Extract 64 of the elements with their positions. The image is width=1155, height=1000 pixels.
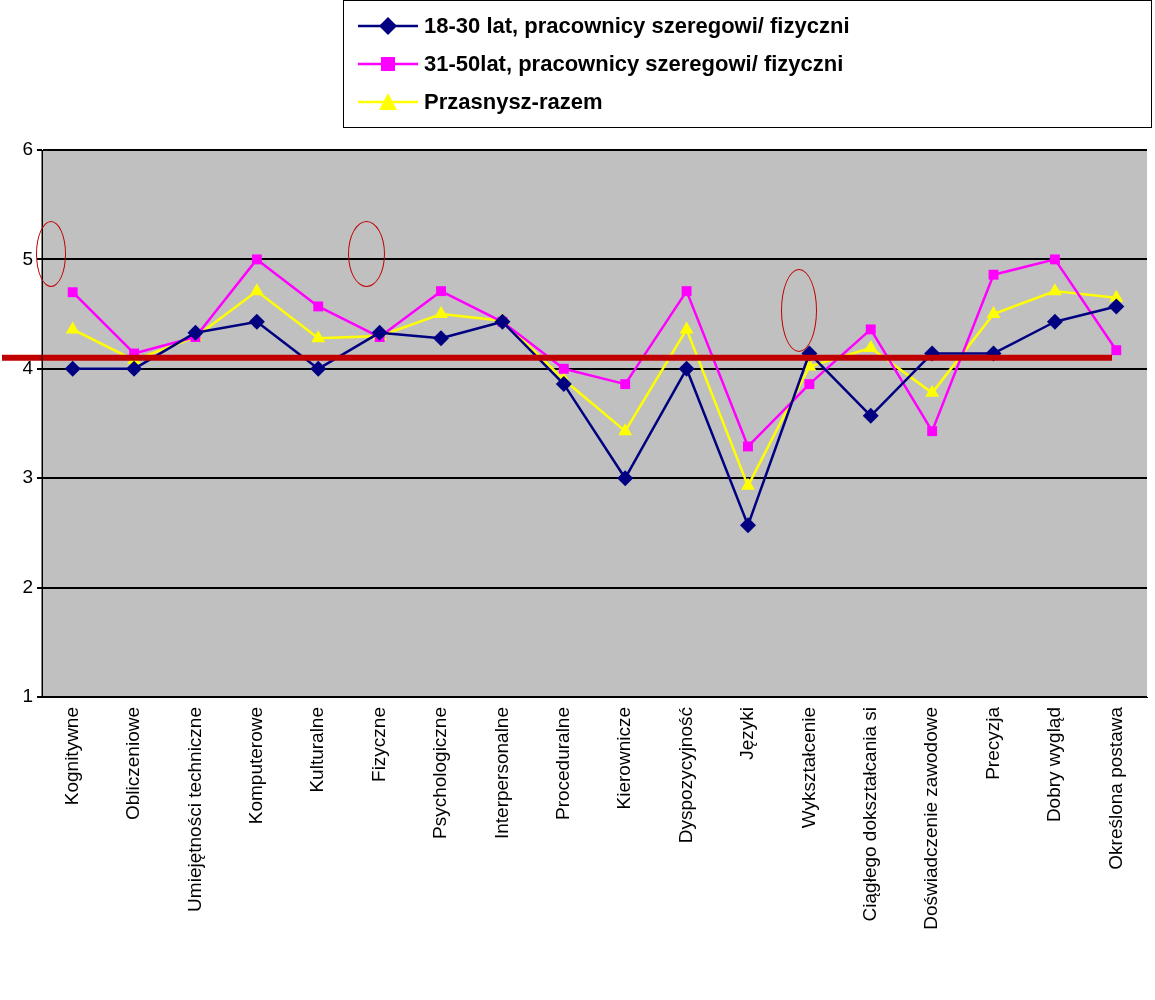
point <box>1049 254 1060 265</box>
y-tick-label: 3 <box>22 466 33 488</box>
point <box>679 321 694 334</box>
x-tick-label: Dobry wygląd <box>1043 707 1065 823</box>
point <box>434 306 448 319</box>
x-tick-label: Wykształcenie <box>797 707 819 829</box>
point <box>251 254 262 265</box>
point <box>804 379 815 390</box>
point <box>1047 283 1062 296</box>
x-tick-label: Komputerowe <box>245 707 267 825</box>
point <box>863 340 878 353</box>
point <box>313 301 324 312</box>
point <box>555 376 572 393</box>
legend-label: 18-30 lat, pracownicy szeregowi/ fizyczni <box>424 13 850 39</box>
point <box>67 287 78 298</box>
point <box>927 426 938 437</box>
y-tick-label: 6 <box>22 138 33 160</box>
point <box>1108 298 1125 315</box>
x-tick-label: Umiejętności techniczne <box>183 707 205 912</box>
point <box>988 269 999 280</box>
x-tick-label: Kulturalne <box>306 707 328 793</box>
x-tick-label: Kognitywne <box>60 707 82 806</box>
point <box>558 363 569 374</box>
point <box>187 324 204 341</box>
point <box>311 330 326 343</box>
point <box>617 470 634 487</box>
point <box>681 286 692 297</box>
point <box>126 360 143 377</box>
x-tick-label: Obliczeniowe <box>122 707 144 820</box>
point <box>620 379 631 390</box>
legend-label: Przasnysz-razem <box>424 89 603 115</box>
x-tick-label: Dyspozycyjność <box>674 707 696 844</box>
x-tick-label: Ciągłego dokształcania si <box>858 707 880 922</box>
y-tick-label: 4 <box>22 357 34 379</box>
point <box>436 286 446 297</box>
x-tick-label: Określona postawa <box>1104 706 1126 870</box>
x-tick-label: Precyzja <box>981 706 1003 780</box>
legend-label: 31-50lat, pracownicy szeregowi/ fizyczni <box>424 51 844 77</box>
point <box>249 283 264 296</box>
y-tick-label: 2 <box>22 575 33 597</box>
x-tick-label: Doświadczenie zawodowe <box>920 707 942 930</box>
point <box>248 313 265 330</box>
x-tick-label: Psychologiczne <box>429 707 451 840</box>
x-tick-label: Proceduralne <box>552 707 574 821</box>
point <box>310 360 327 377</box>
y-tick-label: 1 <box>22 685 33 707</box>
point <box>986 306 1001 319</box>
point <box>371 324 388 341</box>
point <box>1111 345 1122 356</box>
point <box>65 321 80 334</box>
x-tick-label: Języki <box>736 707 758 760</box>
point <box>433 330 450 347</box>
point <box>743 441 753 452</box>
point <box>865 324 876 335</box>
point <box>862 407 879 424</box>
x-tick-label: Fizyczne <box>367 707 389 782</box>
point <box>1046 313 1063 330</box>
y-tick-label: 5 <box>22 247 33 269</box>
point <box>618 423 633 436</box>
point <box>678 360 695 377</box>
x-tick-label: Interpersonalne <box>490 707 512 840</box>
x-tick-label: Kierownicze <box>613 707 635 810</box>
point <box>739 517 756 534</box>
point <box>64 360 81 377</box>
